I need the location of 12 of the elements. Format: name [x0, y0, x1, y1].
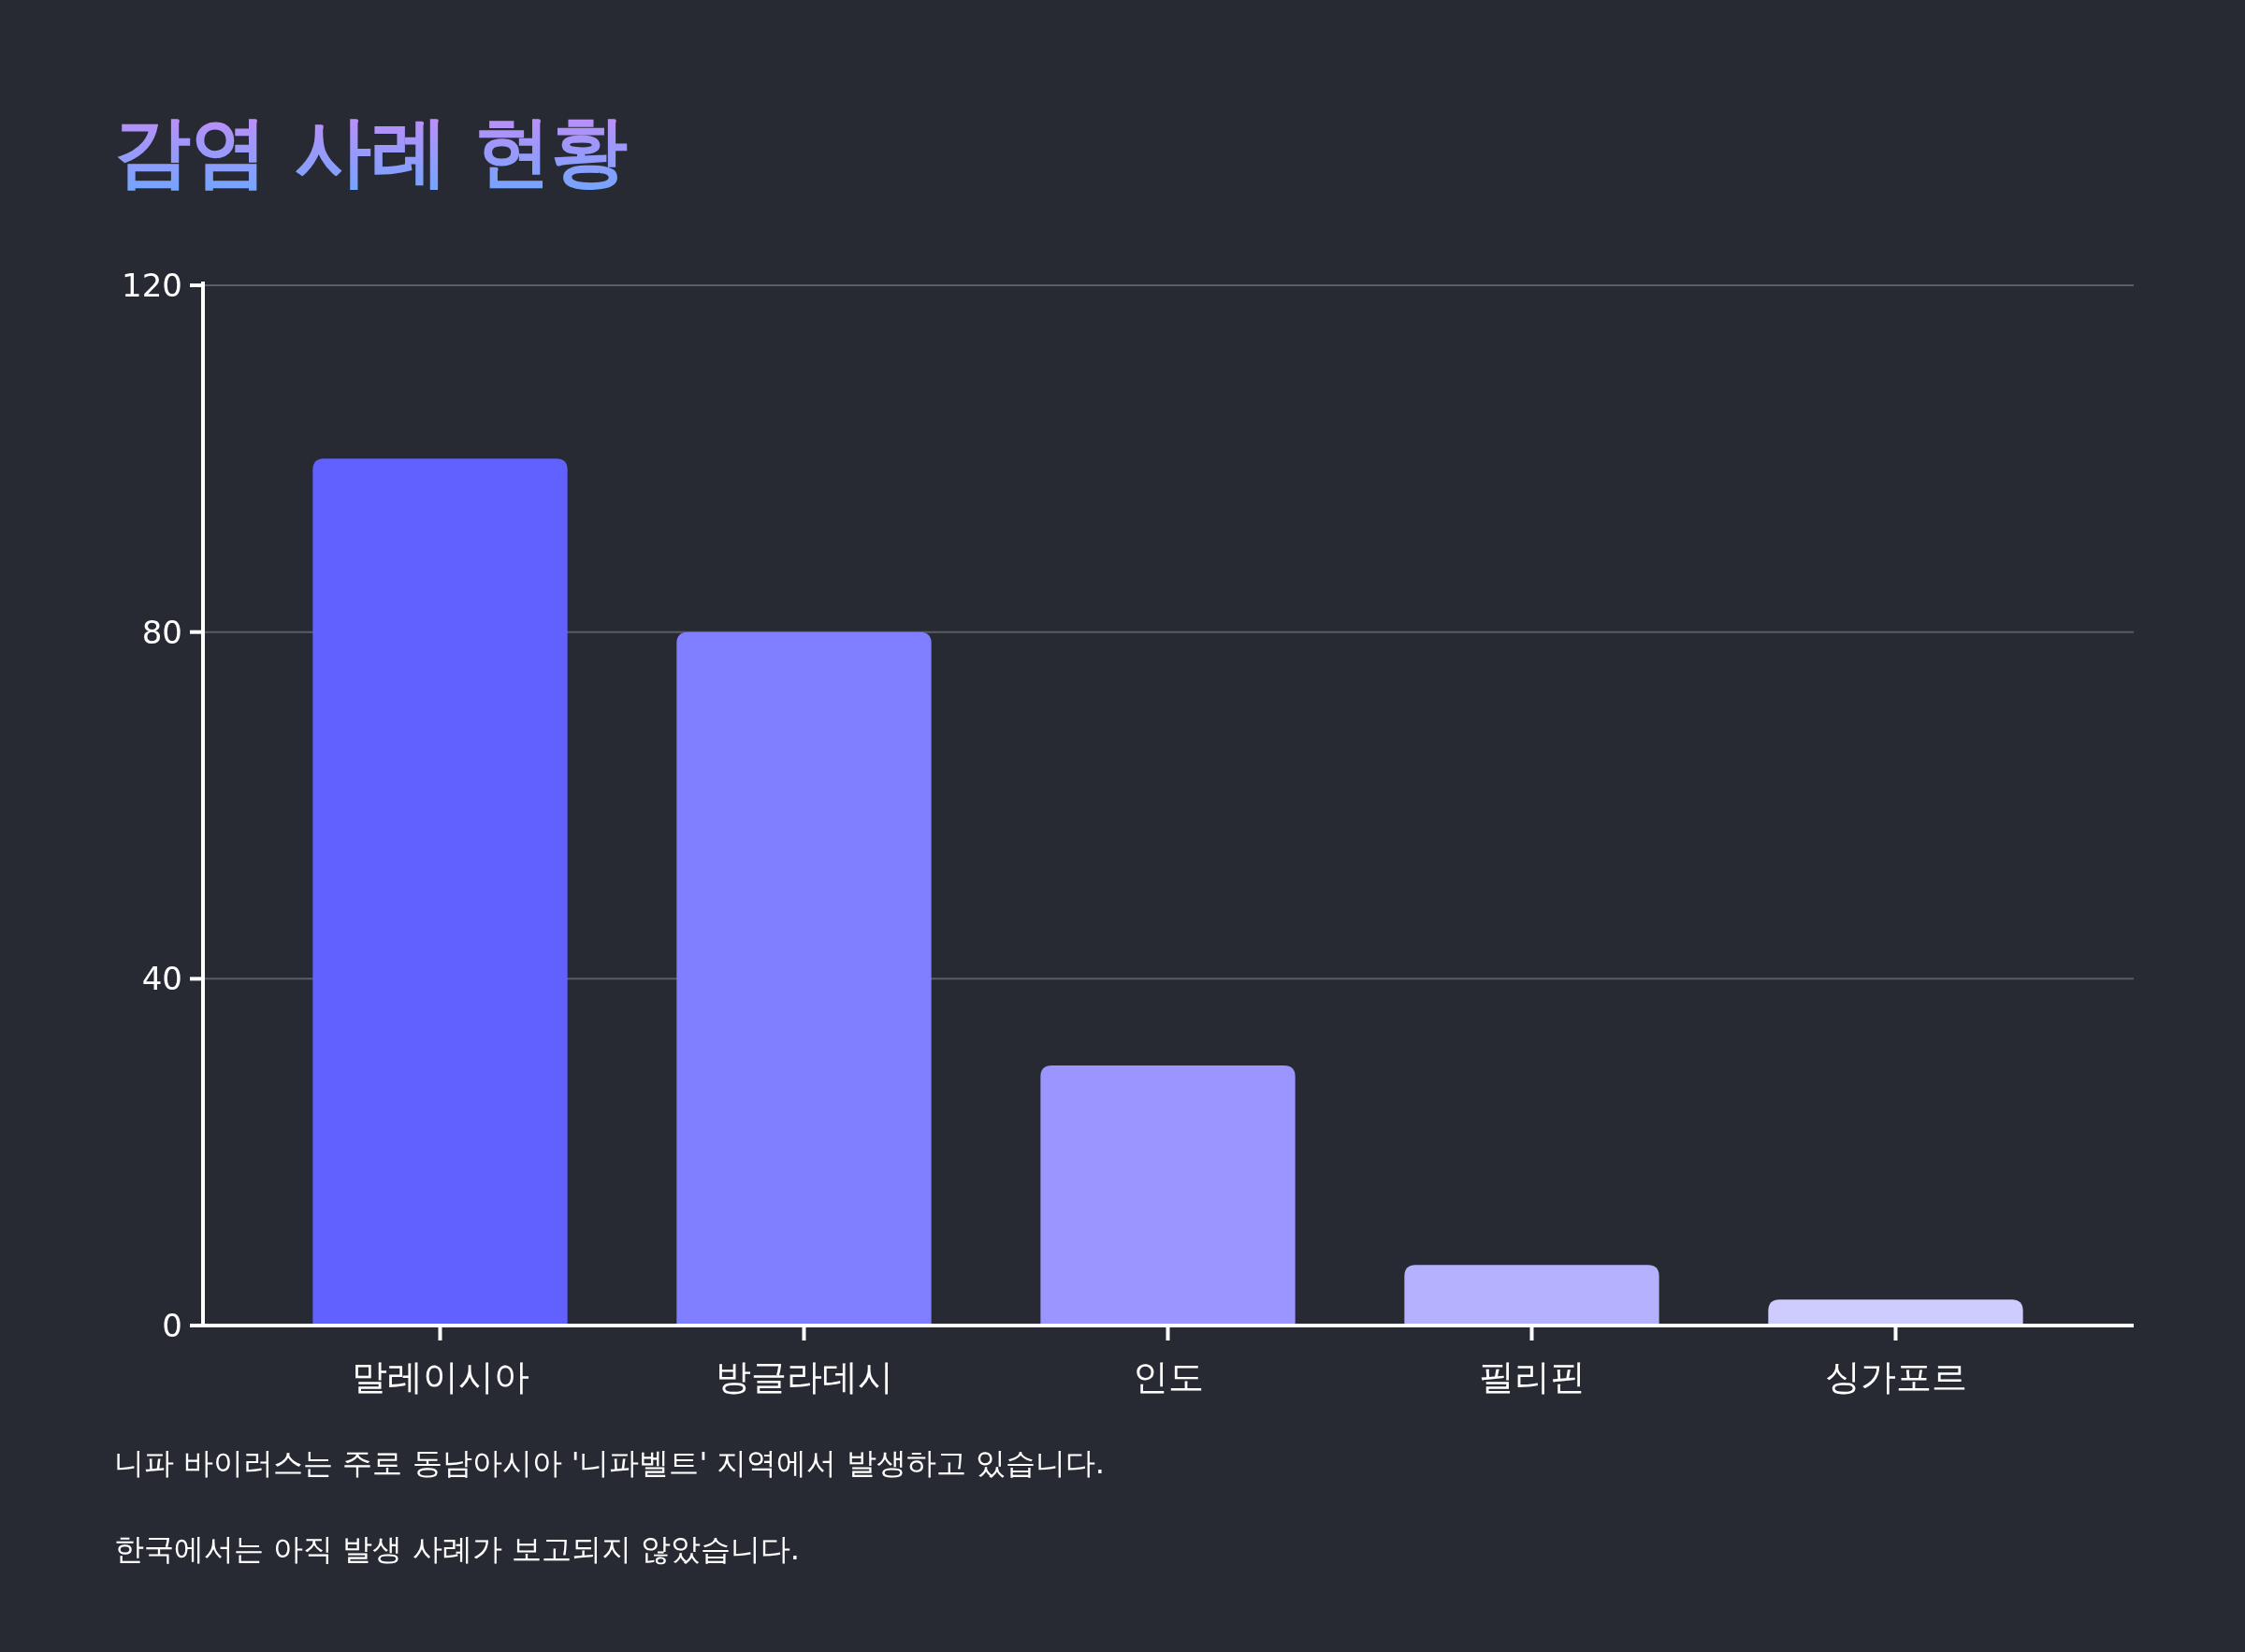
y-tick-label: 80	[141, 613, 182, 651]
y-tick-label: 120	[122, 267, 182, 304]
x-tick-label: 싱가포르	[1824, 1356, 1967, 1398]
y-tick-label: 0	[162, 1307, 182, 1344]
x-tick-label: 필리핀	[1478, 1356, 1586, 1398]
x-tick-label: 방글라데시	[715, 1356, 893, 1398]
text: 니파 바이러스는 주로 동남아시아 '니파벨트' 지역에서 발생하고 있습니다.	[114, 1445, 1105, 1481]
chart-title: 감염 사례 현황	[114, 107, 629, 196]
y-tick-label: 40	[141, 960, 182, 998]
x-tick-label: 인도	[1132, 1356, 1204, 1398]
text: 한국에서는 아직 발생 사례가 보고되지 않았습니다.	[114, 1531, 801, 1567]
x-tick-label: 말레이시아	[351, 1356, 529, 1398]
